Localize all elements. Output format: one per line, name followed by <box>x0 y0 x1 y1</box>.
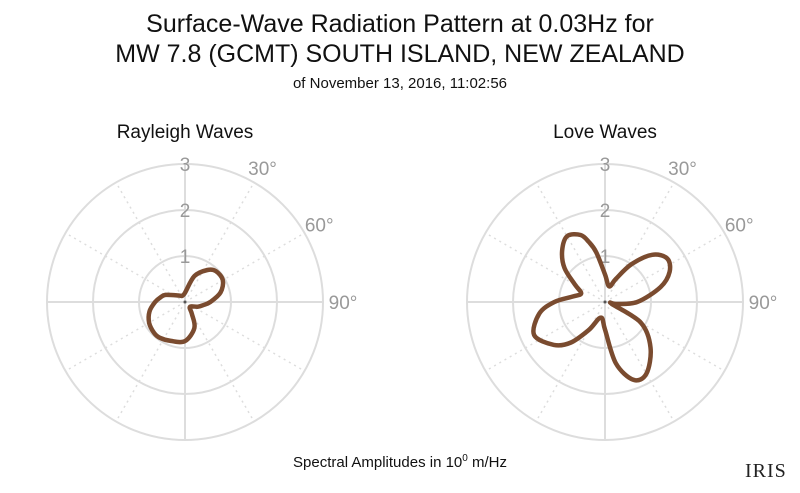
angle-tick-label: 90° <box>749 293 778 314</box>
grid-circle <box>138 255 232 349</box>
angle-tick-label: 30° <box>248 159 277 180</box>
grid-spoke <box>485 301 606 372</box>
angle-tick-label: 60° <box>725 216 754 237</box>
radial-tick-label: 3 <box>600 155 611 176</box>
radial-tick-label: 2 <box>600 201 611 222</box>
radial-tick-label: 3 <box>180 155 191 176</box>
grid-spoke <box>65 232 186 303</box>
panel-title: Love Waves <box>553 122 657 143</box>
grid-spoke <box>535 182 606 303</box>
chart-title-line-2: MW 7.8 (GCMT) SOUTH ISLAND, NEW ZEALAND <box>115 40 685 68</box>
grid-spoke <box>115 182 186 303</box>
grid-spoke <box>184 182 255 303</box>
grid-spoke <box>184 232 305 303</box>
love-polar-plot: Love Waves 1 2 3 30° 60° 90° <box>466 122 778 441</box>
grid-spoke <box>115 301 186 422</box>
iris-logo: IRIS <box>745 460 787 482</box>
radiation-pattern-line <box>146 267 226 345</box>
footer-exponent: 0 <box>462 453 468 464</box>
grid-spoke <box>604 301 675 422</box>
center-dot <box>603 300 607 304</box>
radial-tick-label: 1 <box>600 247 611 268</box>
radial-tick-label: 1 <box>180 247 191 268</box>
grid-circle <box>92 209 278 395</box>
angle-tick-label: 90° <box>329 293 358 314</box>
footer-suffix: m/Hz <box>467 454 507 471</box>
center-dot <box>183 300 187 304</box>
grid-spoke <box>65 301 186 372</box>
angle-tick-label: 30° <box>668 159 697 180</box>
grid-spoke <box>604 301 725 372</box>
footer-units-label: Spectral Amplitudes in 100 m/Hz <box>0 453 800 471</box>
angle-tick-label: 60° <box>305 216 334 237</box>
radial-tick-label: 2 <box>180 201 191 222</box>
grid-circle <box>466 163 744 441</box>
grid-circle <box>46 163 324 441</box>
grid-spoke <box>485 232 606 303</box>
grid-spoke <box>184 301 255 422</box>
grid-spoke <box>604 182 675 303</box>
grid-circle <box>512 209 698 395</box>
chart-title-line-1: Surface-Wave Radiation Pattern at 0.03Hz… <box>146 10 654 38</box>
radiation-pattern-line <box>531 232 673 383</box>
grid-spoke <box>535 301 606 422</box>
chart-subtitle-date: of November 13, 2016, 11:02:56 <box>292 75 508 92</box>
grid-spoke <box>184 301 305 372</box>
panel-title: Rayleigh Waves <box>117 122 254 143</box>
rayleigh-polar-plot: Rayleigh Waves 1 2 3 30° 60° 90° <box>46 122 358 441</box>
grid-spoke <box>604 232 725 303</box>
footer-prefix: Spectral Amplitudes in 10 <box>293 454 463 471</box>
